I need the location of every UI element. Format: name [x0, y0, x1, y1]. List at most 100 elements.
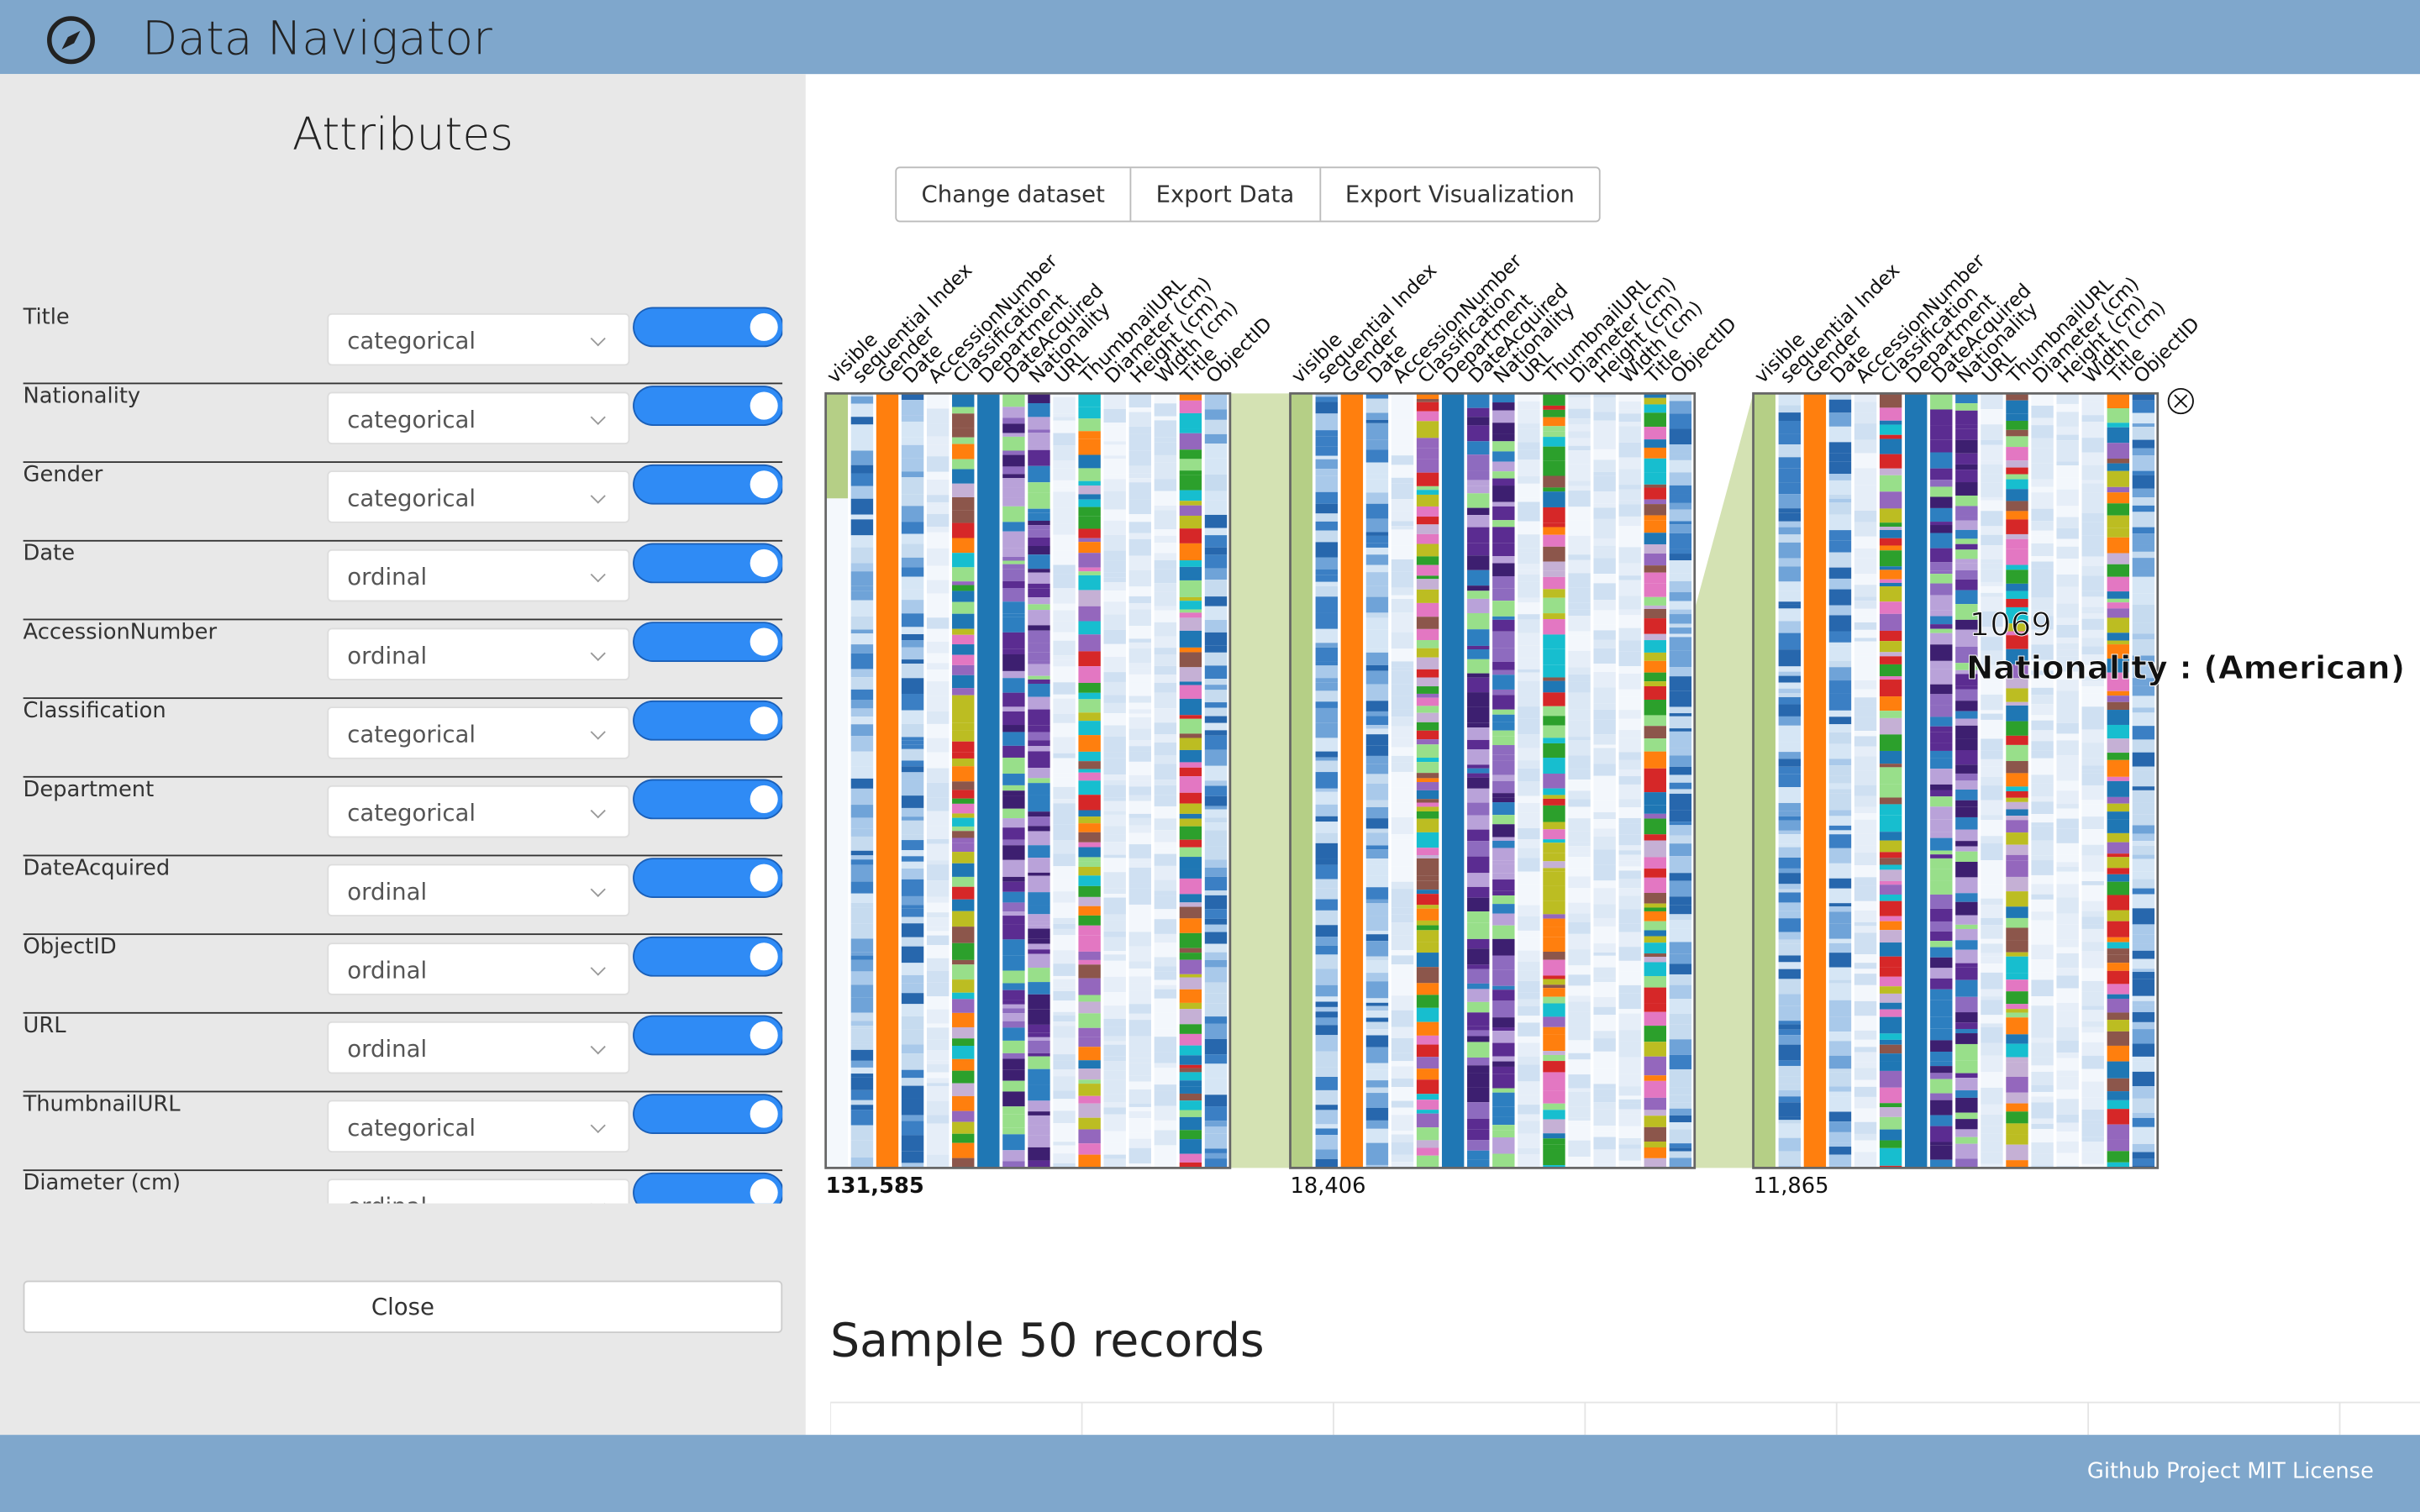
stripe: [1078, 951, 1101, 960]
stripe: [1981, 938, 2003, 944]
stripe: [1778, 1084, 1802, 1090]
stripe: [1103, 872, 1126, 889]
toggle[interactable]: [634, 780, 783, 818]
stripe: [1981, 660, 2003, 665]
stripe: [1315, 682, 1338, 691]
toggle[interactable]: [634, 623, 783, 661]
stripe: [1879, 630, 1902, 642]
stripe: [2132, 995, 2155, 1001]
stripe: [1416, 762, 1439, 774]
footer-link[interactable]: Github Project MIT License: [2086, 1459, 2374, 1484]
stripe: [1128, 904, 1151, 920]
toggle[interactable]: [634, 937, 783, 975]
type-select[interactable]: ordinal: [327, 942, 630, 995]
toggle[interactable]: [634, 465, 783, 503]
toggle[interactable]: [634, 701, 783, 739]
type-select[interactable]: categorical: [327, 312, 630, 366]
stripe: [1128, 407, 1151, 412]
toggle[interactable]: [634, 1173, 783, 1204]
stripe: [1154, 806, 1177, 819]
type-select[interactable]: ordinal: [327, 1021, 630, 1074]
toggle[interactable]: [634, 308, 783, 346]
stripe: [1828, 710, 1852, 717]
stripe: [1644, 608, 1666, 619]
stripe: [850, 1077, 874, 1090]
toggle[interactable]: [634, 544, 783, 582]
stripe: [901, 772, 924, 780]
stripe: [1543, 918, 1565, 927]
stripe: [1854, 601, 1877, 609]
stripe: [1154, 743, 1177, 756]
close-button[interactable]: Close: [23, 1280, 783, 1333]
stripe: [1955, 1137, 1978, 1144]
stripe: [1955, 403, 1978, 411]
stripe: [1618, 1160, 1641, 1168]
stripe: [1391, 1142, 1414, 1155]
stripe: [1828, 393, 1852, 400]
stripe: [1391, 465, 1414, 478]
type-select[interactable]: ordinal: [327, 864, 630, 917]
type-select[interactable]: categorical: [327, 391, 630, 444]
stripe: [1416, 875, 1439, 881]
stripe: [2056, 434, 2079, 441]
stripe: [901, 740, 924, 745]
type-select[interactable]: categorical: [327, 470, 630, 523]
attribute-name: Department: [23, 777, 155, 803]
type-select[interactable]: categorical: [327, 785, 630, 838]
type-select[interactable]: ordinal: [327, 1179, 630, 1204]
stripe: [1078, 538, 1101, 543]
stripe: [1879, 900, 1902, 916]
stripe: [1778, 1123, 1802, 1138]
stripe: [1644, 484, 1666, 488]
type-select[interactable]: categorical: [327, 1100, 630, 1153]
stripe: [1204, 1054, 1228, 1064]
stripe: [901, 393, 924, 401]
stripe: [1930, 968, 1953, 979]
stripe: [1955, 924, 1978, 929]
stripe: [1154, 403, 1177, 417]
stripe: [1854, 468, 1877, 480]
toolbar-button[interactable]: Change dataset: [921, 180, 1105, 208]
stripe: [1204, 1148, 1228, 1153]
stripe: [1179, 609, 1202, 613]
stripe: [1879, 538, 1902, 546]
stripe: [2107, 963, 2130, 971]
stripe: [1778, 820, 1802, 831]
stripe: [1669, 1068, 1692, 1081]
stripe: [1179, 1068, 1202, 1073]
toggle[interactable]: [634, 1016, 783, 1054]
toggle[interactable]: [634, 1095, 783, 1133]
stripe: [1930, 486, 1953, 497]
stripe: [1028, 597, 1050, 605]
stripe: [1179, 1116, 1202, 1131]
stripe: [1053, 468, 1076, 480]
type-select[interactable]: ordinal: [327, 549, 630, 602]
stripe: [1981, 963, 2003, 973]
toolbar-button[interactable]: Export Visualization: [1318, 168, 1600, 221]
stripe: [1365, 903, 1389, 916]
stripe: [1669, 633, 1692, 638]
toolbar-button[interactable]: Export Data: [1129, 168, 1318, 221]
stripe: [1618, 984, 1641, 994]
stripe: [1644, 784, 1666, 793]
stripe: [1828, 793, 1852, 811]
stripe: [1467, 1102, 1490, 1119]
toggle[interactable]: [634, 859, 783, 897]
stripe: [2031, 670, 2054, 675]
type-select[interactable]: categorical: [327, 706, 630, 759]
toggle[interactable]: [634, 387, 783, 425]
stripe: [1179, 977, 1202, 990]
stripe: [1315, 542, 1338, 558]
stripe: [1492, 780, 1515, 794]
stripe: [2006, 809, 2028, 816]
stripe: [1028, 446, 1050, 450]
stripe: [1492, 760, 1515, 775]
stripe: [1828, 605, 1852, 616]
stripe: [1879, 784, 1902, 798]
stripe: [1955, 996, 1978, 1013]
stripe: [901, 471, 924, 478]
stripe: [1518, 1064, 1540, 1082]
type-select[interactable]: ordinal: [327, 627, 630, 681]
stripe: [1103, 520, 1126, 535]
stripe: [1053, 640, 1076, 656]
